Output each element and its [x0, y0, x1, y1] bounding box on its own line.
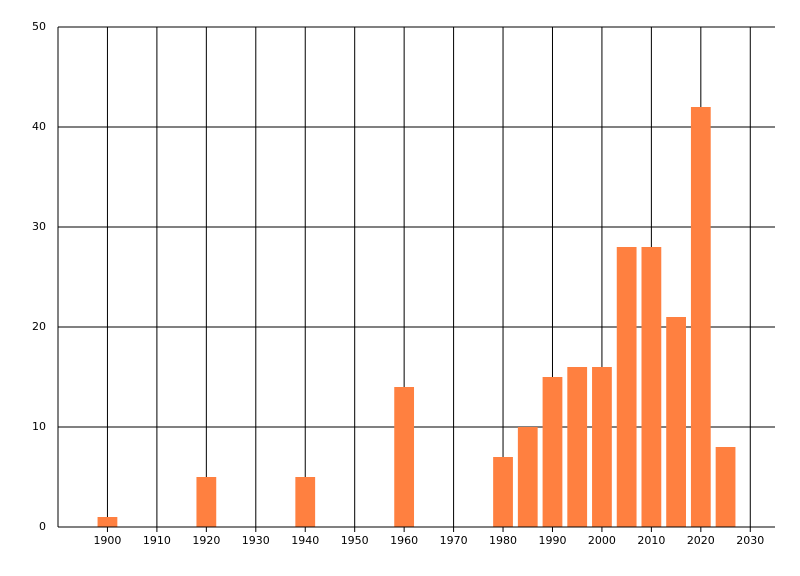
y-tick-label: 0 — [39, 520, 46, 533]
bar — [394, 387, 415, 527]
bar — [690, 107, 711, 527]
x-tick-label: 1930 — [242, 534, 270, 547]
x-tick-label: 2020 — [687, 534, 715, 547]
bar — [97, 517, 118, 527]
x-tick-label: 1970 — [440, 534, 468, 547]
bar — [295, 477, 316, 527]
bar — [196, 477, 217, 527]
x-tick-label: 2000 — [588, 534, 616, 547]
x-tick-label: 1960 — [390, 534, 418, 547]
x-tick-label: 1920 — [192, 534, 220, 547]
y-tick-label: 10 — [32, 420, 46, 433]
x-tick-label: 1950 — [341, 534, 369, 547]
bar — [567, 367, 588, 527]
y-tick-label: 40 — [32, 120, 46, 133]
bar — [493, 457, 513, 527]
bar — [517, 427, 538, 527]
x-tick-label: 2030 — [736, 534, 764, 547]
x-tick-label: 1910 — [143, 534, 171, 547]
x-tick-label: 2010 — [637, 534, 665, 547]
bar — [666, 317, 686, 527]
bar — [616, 247, 637, 527]
x-tick-label: 1940 — [291, 534, 319, 547]
bar — [715, 447, 736, 527]
bar — [641, 247, 662, 527]
y-tick-label: 50 — [32, 20, 46, 33]
y-tick-label: 30 — [32, 220, 46, 233]
x-tick-label: 1990 — [538, 534, 566, 547]
x-tick-label: 1980 — [489, 534, 517, 547]
bar — [542, 377, 563, 527]
y-tick-label: 20 — [32, 320, 46, 333]
x-tick-label: 1900 — [93, 534, 121, 547]
bar — [592, 367, 612, 527]
